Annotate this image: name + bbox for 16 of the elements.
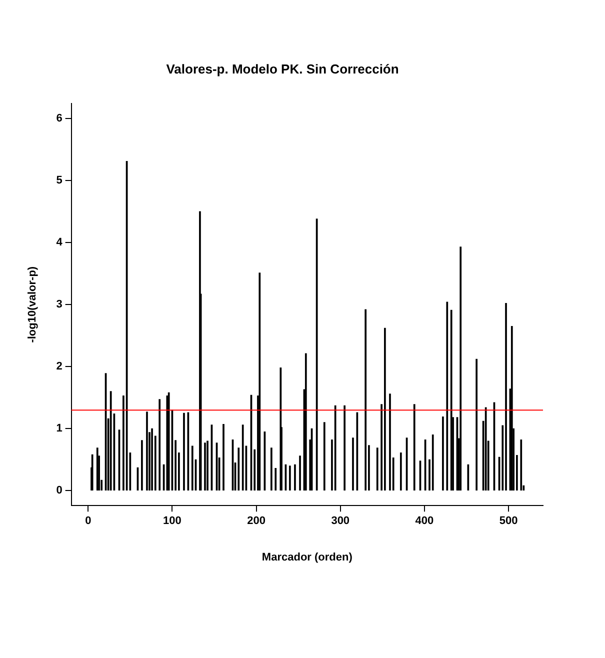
y-tick-label: 2 <box>56 360 62 373</box>
x-tick-label: 200 <box>247 515 266 528</box>
x-tick-label: 400 <box>415 515 434 528</box>
y-tick-label: 5 <box>56 174 62 187</box>
x-tick-label: 0 <box>85 515 92 528</box>
chart-title: Valores-p. Modelo PK. Sin Corrección <box>166 61 399 76</box>
y-tick-label: 1 <box>56 422 62 435</box>
y-tick-label: 6 <box>56 112 62 125</box>
x-tick-label: 500 <box>499 515 518 528</box>
y-axis-title: -log10(valor-p) <box>26 266 39 343</box>
x-tick-label: 300 <box>331 515 350 528</box>
y-tick-label: 4 <box>56 236 64 249</box>
y-tick-label: 3 <box>56 298 62 311</box>
x-axis-title: Marcador (orden) <box>262 551 353 564</box>
x-tick-label: 100 <box>163 515 182 528</box>
y-tick-label: 0 <box>56 484 62 497</box>
